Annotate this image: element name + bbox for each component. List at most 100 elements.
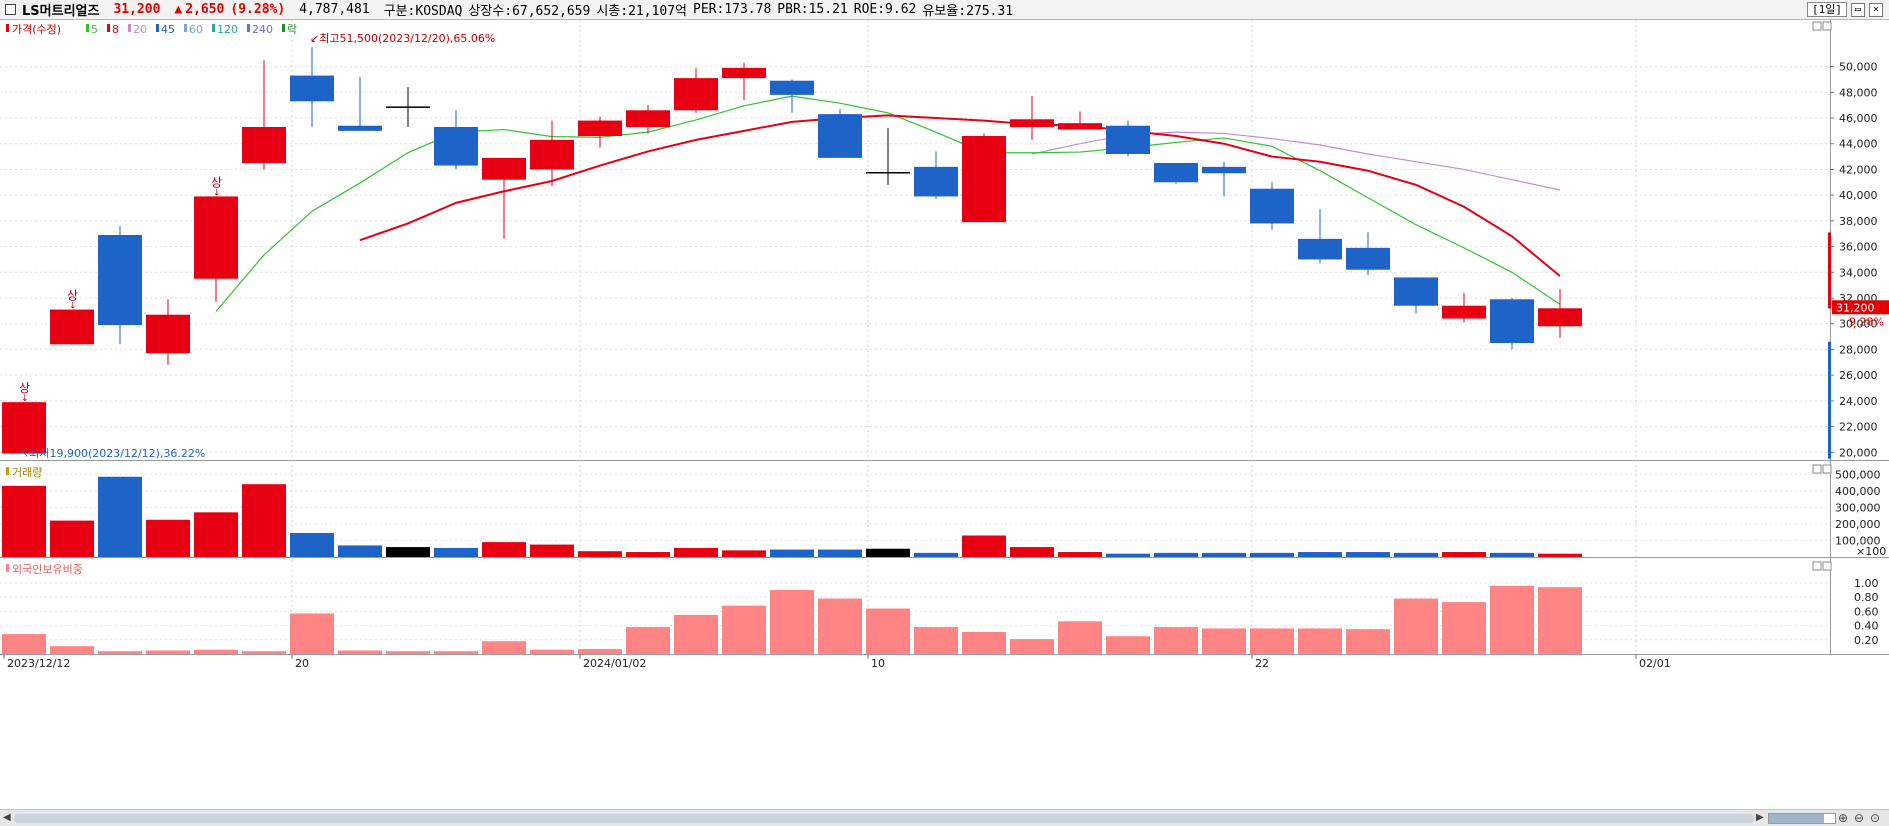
limit-up-marker: 상 [19, 381, 30, 395]
ma20-line [359, 114, 1561, 277]
x-tick-label: 2023/12/12 [7, 657, 70, 670]
volume-bar [2, 485, 46, 557]
stock-select-checkbox[interactable] [5, 4, 16, 15]
foreign-bar [866, 608, 910, 654]
zoom-in-icon[interactable]: ⊕ [1838, 811, 1849, 825]
zoom-out-icon[interactable]: ⊖ [1854, 811, 1865, 825]
limit-up-marker: 상 [211, 175, 222, 189]
legend-item: 240 [252, 23, 273, 36]
price-tick-label: 20,000 [1839, 446, 1878, 459]
legend-swatch [6, 564, 9, 572]
x-tick-label: 20 [295, 657, 309, 670]
zoom-slider[interactable] [1768, 813, 1836, 824]
foreign-bar [722, 605, 766, 654]
maximize-icon[interactable]: ▭ [1851, 2, 1865, 17]
candle-body [434, 127, 478, 166]
legend-swatch [184, 24, 187, 32]
panel-maximize-icon [1812, 21, 1822, 31]
volume-tick-label: 300,000 [1835, 501, 1881, 514]
candle-body [1442, 305, 1486, 319]
scroll-right-icon[interactable]: ▶ [1756, 812, 1764, 823]
trading-volume: 4,787,481 [299, 2, 370, 17]
candle-body [242, 127, 286, 163]
candle-body [1154, 163, 1198, 183]
limit-up-marker: 상 [67, 289, 78, 303]
current-price-box [1832, 300, 1889, 315]
price-tick-label: 38,000 [1839, 215, 1878, 228]
legend-swatch [156, 24, 159, 32]
price-tick-label: 36,000 [1839, 241, 1878, 254]
foreign-bar [1058, 621, 1102, 654]
volume-bar [1010, 547, 1054, 557]
zoom-reset-icon[interactable]: ⊙ [1870, 811, 1881, 825]
scroll-thumb[interactable] [14, 814, 1754, 823]
volume-tick-label: 500,000 [1835, 468, 1881, 481]
change-percent: (9.28%) [230, 2, 286, 17]
legend-swatch [6, 467, 9, 475]
candle-body [1538, 308, 1582, 327]
candle-body [1010, 119, 1054, 127]
stock-header-bar: LS머트리얼즈 31,200 ▲ 2,650 (9.28%) 4,787,481… [0, 0, 1889, 20]
candle-body [386, 106, 430, 108]
current-pct-label: 9.28% [1849, 315, 1884, 328]
volume-bar [962, 535, 1006, 557]
foreign-tick-label: 0.20 [1854, 634, 1879, 647]
legend-swatch [86, 24, 89, 32]
panel-close-icon [1822, 21, 1832, 31]
legend-item: 5 [91, 23, 98, 36]
market-cap: 시총:21,107억 [596, 4, 688, 19]
foreign-bar [1106, 636, 1150, 654]
candle-body [290, 75, 334, 102]
foreign-bar [914, 626, 958, 654]
chart-scrollbar[interactable]: ◀ ▶ ⊕ ⊖ ⊙ [0, 809, 1889, 826]
volume-bar [914, 552, 958, 557]
volume-bar [818, 549, 862, 557]
candle-body [1346, 247, 1390, 270]
pbr-value: PBR:15.21 [777, 2, 848, 17]
foreign-bar [1202, 628, 1246, 654]
price-tick-label: 28,000 [1839, 343, 1878, 356]
panel-close-icon [1822, 464, 1832, 474]
foreign-bar [530, 649, 574, 654]
foreign-tick-label: 0.60 [1854, 605, 1879, 618]
candle-body [770, 80, 814, 95]
volume-bar [1202, 552, 1246, 557]
reserve-ratio: 유보율:275.31 [922, 4, 1014, 19]
candle-body [98, 235, 142, 325]
foreign-bar [1538, 587, 1582, 654]
price-tick-label: 50,000 [1839, 61, 1878, 74]
scroll-left-icon[interactable]: ◀ [3, 812, 11, 823]
current-price: 31,200 [113, 2, 161, 17]
candle-body [146, 314, 190, 354]
price-tick-label: 24,000 [1839, 395, 1878, 408]
x-tick-label: 10 [871, 657, 885, 670]
foreign-bar [338, 650, 382, 654]
stock-chart[interactable]: 20,00022,00024,00026,00028,00030,00032,0… [0, 20, 1889, 809]
candle-body [674, 78, 718, 111]
foreign-bar [242, 651, 286, 654]
candle-body [1202, 166, 1246, 174]
legend-swatch [247, 24, 250, 32]
candle-body [1106, 125, 1150, 154]
candle-body [1490, 299, 1534, 343]
panel-close-icon [1822, 561, 1832, 571]
foreign-tick-label: 0.40 [1854, 620, 1879, 633]
x-tick-label: 02/01 [1639, 657, 1671, 670]
close-icon[interactable]: ✕ [1869, 2, 1883, 17]
volume-bar [98, 476, 142, 557]
candle-body [1058, 123, 1102, 130]
volume-legend-title: 거래량 [12, 466, 42, 479]
foreign-bar [482, 641, 526, 654]
period-selector[interactable]: [1일] [1807, 2, 1847, 17]
limit-up-arrow-icon: ↓ [69, 302, 77, 312]
volume-bar [578, 551, 622, 557]
stock-name[interactable]: LS머트리얼즈 [22, 4, 100, 19]
price-tick-label: 40,000 [1839, 189, 1878, 202]
legend-item: 락 [287, 23, 297, 36]
roe-value: ROE:9.62 [853, 2, 917, 17]
per-value: PER:173.78 [693, 2, 772, 17]
legend-swatch [107, 24, 110, 32]
volume-bar [1538, 553, 1582, 557]
volume-bar [146, 519, 190, 557]
legend-item: 120 [217, 23, 238, 36]
